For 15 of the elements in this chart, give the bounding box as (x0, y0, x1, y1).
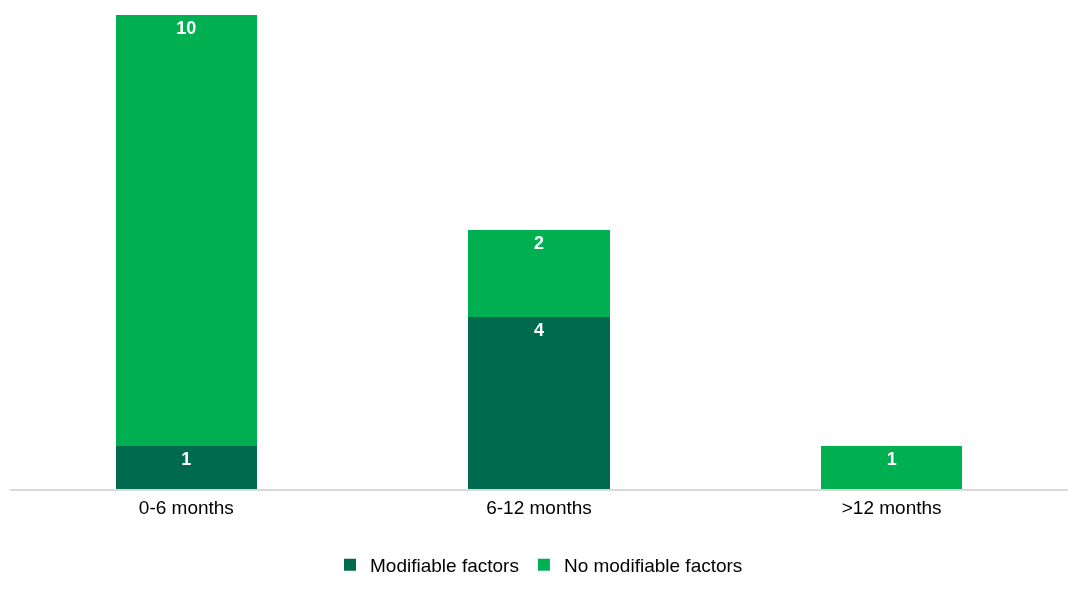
bar (115, 15, 257, 446)
bar (821, 445, 963, 489)
x-tick-label: 0-6 months (138, 496, 234, 518)
legend-label: No modifiable factors (563, 555, 743, 577)
bar (468, 230, 610, 317)
data-label: 2 (533, 233, 545, 254)
legend-label: Modifiable factors (370, 555, 519, 577)
x-tick-label: >12 months (841, 496, 942, 518)
data-label: 1 (181, 448, 192, 469)
x-tick-label: 6-12 months (486, 496, 592, 518)
bar (115, 445, 257, 489)
bar (468, 316, 610, 489)
data-label: 4 (533, 319, 545, 340)
data-label: 1 (886, 448, 897, 469)
data-label: 10 (176, 18, 197, 38)
